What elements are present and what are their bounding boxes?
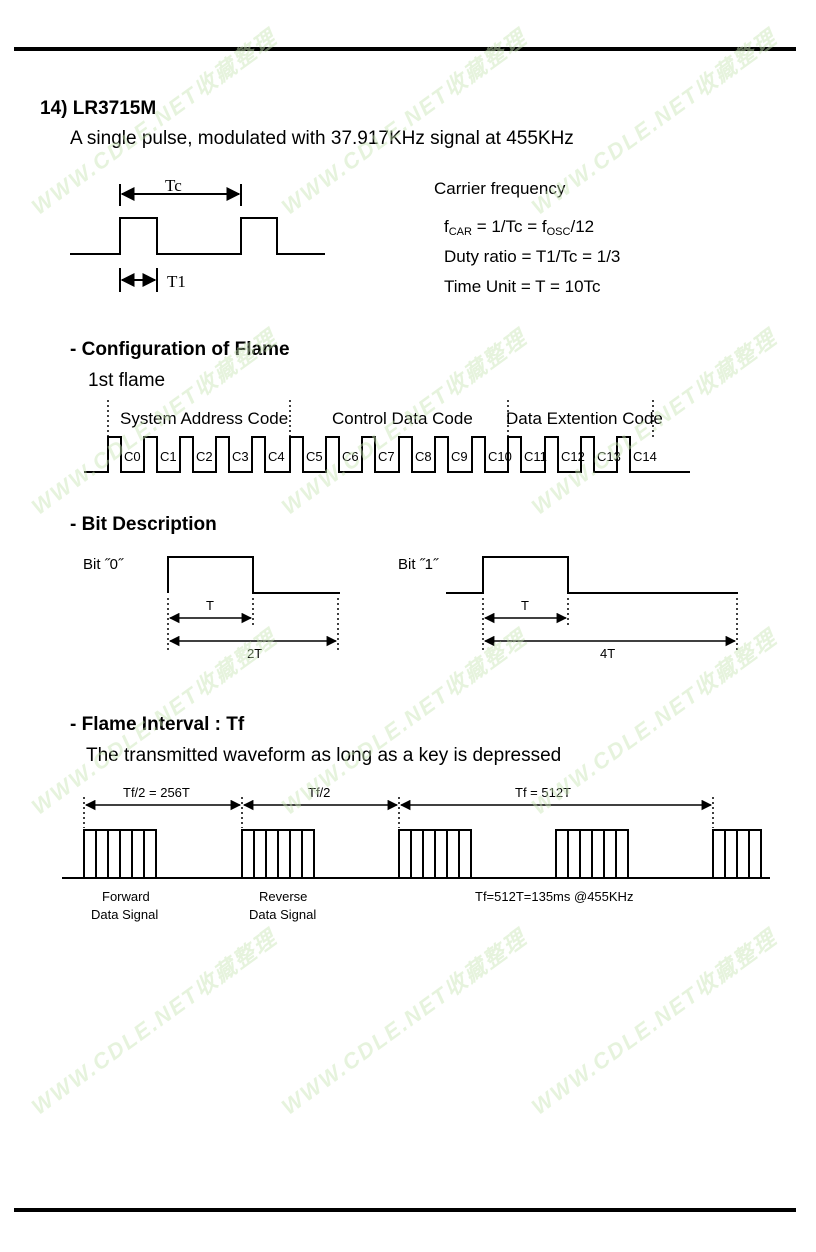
group-data-extention: Data Extention Code: [506, 409, 663, 428]
tc-label: Tc: [165, 176, 182, 195]
bit-label-c3: C3: [232, 449, 249, 464]
bit-label-c4: C4: [268, 449, 285, 464]
bit-label-c5: C5: [306, 449, 323, 464]
reverse-label-2: Data Signal: [249, 907, 317, 922]
bit-label-c0: C0: [124, 449, 141, 464]
t1-dimension: [119, 268, 158, 292]
group-control-data: Control Data Code: [332, 409, 473, 428]
duty-ratio: Duty ratio = T1/Tc = 1/3: [444, 247, 621, 266]
interval-description: The transmitted waveform as long as a ke…: [86, 745, 562, 766]
time-unit: Time Unit = T = 10Tc: [444, 277, 601, 296]
config-heading: - Configuration of Flame: [70, 339, 290, 360]
bit1-4t-label: 4T: [600, 646, 616, 661]
bit1-t-label: T: [521, 598, 529, 613]
bit-heading: - Bit Description: [70, 514, 217, 535]
tf-half-label: Tf/2: [308, 785, 331, 800]
top-rule: [14, 47, 796, 51]
section-subtitle: A single pulse, modulated with 37.917KHz…: [70, 128, 574, 149]
carrier-formula: fCAR = 1/Tc = fOSC/12: [444, 217, 595, 238]
bit-label-c7: C7: [378, 449, 395, 464]
interval-dividers: [83, 797, 714, 828]
interval-heading: - Flame Interval : Tf: [70, 714, 245, 735]
bit0-2t-label: 2T: [247, 646, 263, 661]
tf-512-label: Tf = 512T: [515, 785, 571, 800]
bit-label-c11: C11: [524, 449, 547, 464]
bit-label-c8: C8: [415, 449, 432, 464]
bit0-dimensions: [167, 598, 339, 650]
bit1-dimensions: [482, 598, 738, 650]
bit0-label: Bit ˝0˝: [83, 556, 124, 573]
first-flame-label: 1st flame: [88, 370, 166, 391]
tc-dimension: [119, 184, 242, 206]
t1-label: T1: [167, 272, 186, 291]
bit-label-c12: C12: [561, 449, 585, 464]
bottom-rule: [14, 1208, 796, 1212]
bit1-waveform: [446, 556, 738, 594]
bit1-label: Bit ˝1˝: [398, 556, 439, 573]
frame-waveform: [84, 436, 690, 473]
bit0-t-label: T: [206, 598, 214, 613]
bit0-waveform: [167, 556, 340, 594]
carrier-heading: Carrier frequency: [434, 179, 566, 198]
bit-label-c9: C9: [451, 449, 468, 464]
bit-label-c6: C6: [342, 449, 359, 464]
frame-pulse-train: [84, 436, 690, 473]
bit-label-c14: C14: [633, 449, 657, 464]
frame-group-dividers: [107, 400, 654, 438]
data-signal-bursts: [83, 829, 762, 879]
bit-label-c1: C1: [160, 449, 177, 464]
bit-label-c10: C10: [488, 449, 512, 464]
tf-half-256-label: Tf/2 = 256T: [123, 785, 190, 800]
reverse-label-1: Reverse: [259, 889, 308, 904]
group-system-address: System Address Code: [120, 409, 289, 428]
timing-note: Tf=512T=135ms @455KHz: [475, 889, 634, 904]
bit-label-c13: C13: [597, 449, 621, 464]
section-title: 14) LR3715M: [40, 98, 157, 119]
forward-label-2: Data Signal: [91, 907, 159, 922]
forward-label-1: Forward: [102, 889, 150, 904]
carrier-waveform: [70, 217, 325, 255]
bit-label-c2: C2: [196, 449, 213, 464]
